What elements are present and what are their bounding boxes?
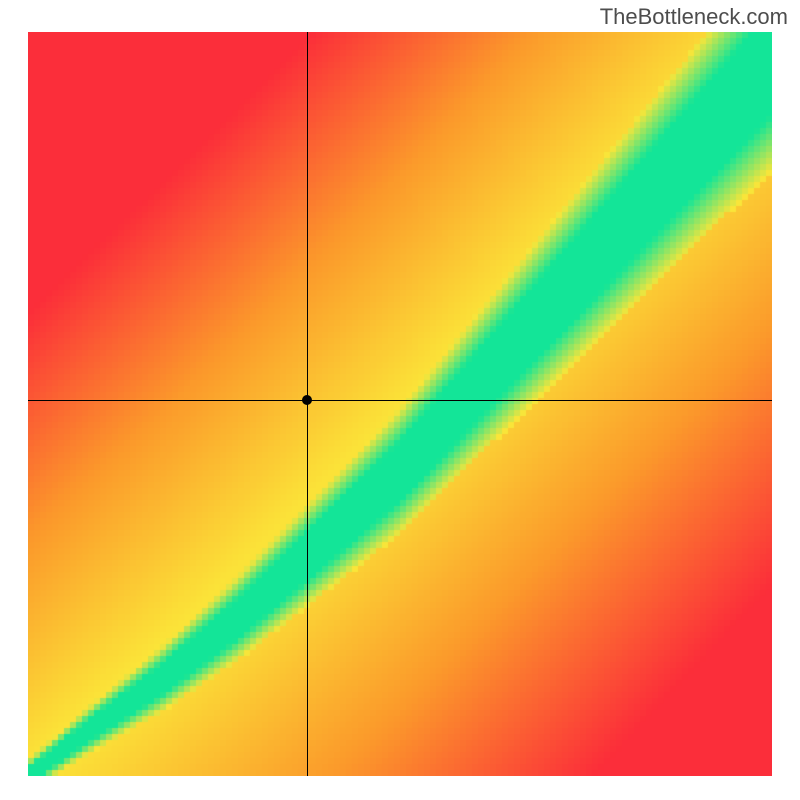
crosshair-horizontal bbox=[28, 400, 772, 401]
crosshair-marker bbox=[302, 395, 312, 405]
watermark-text: TheBottleneck.com bbox=[600, 4, 788, 30]
heatmap-canvas bbox=[28, 32, 772, 776]
bottleneck-heatmap bbox=[28, 32, 772, 776]
